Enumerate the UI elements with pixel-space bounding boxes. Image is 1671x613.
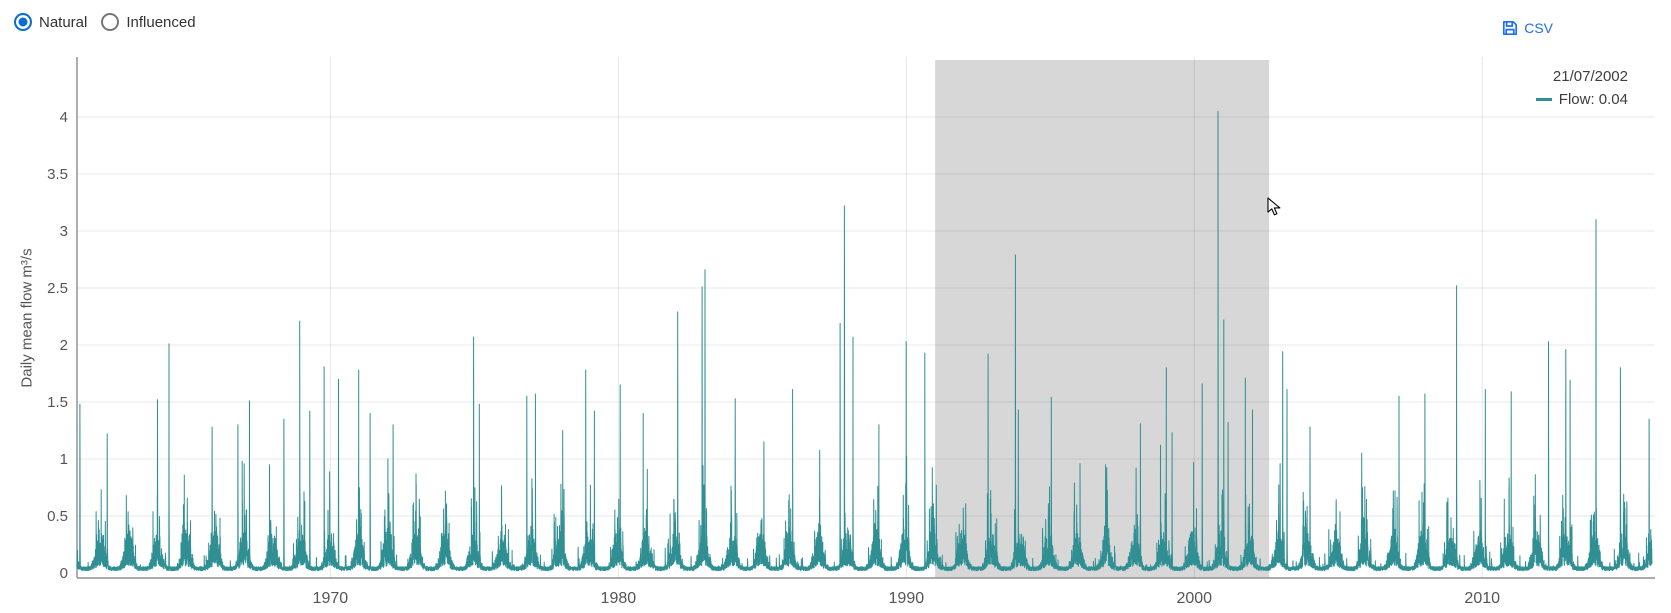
highlight-band: [935, 60, 1270, 578]
radio-influenced-label: Influenced: [126, 13, 196, 31]
x-tick-label: 1980: [601, 590, 637, 607]
x-tick-label: 2010: [1464, 590, 1500, 607]
tooltip-flow-value: Flow: 0.04: [1558, 91, 1628, 108]
radio-unselected-icon: [101, 13, 120, 31]
y-tick-label: 0: [60, 565, 68, 582]
x-tick-label: 1990: [889, 590, 925, 607]
y-tick-label: 3: [60, 223, 68, 240]
y-tick-label: 1: [60, 451, 68, 468]
y-tick-label: 4: [60, 109, 68, 126]
flow-line-series: [76, 110, 1653, 572]
radio-influenced[interactable]: Influenced: [101, 13, 196, 31]
y-tick-label: 3.5: [47, 166, 68, 183]
y-tick-label: 2.5: [47, 280, 68, 297]
x-tick-label: 2000: [1176, 590, 1212, 607]
radio-natural[interactable]: Natural: [14, 13, 87, 31]
y-axis-title: Daily mean flow m³/s: [18, 248, 36, 388]
csv-export-button[interactable]: CSV: [1502, 20, 1553, 36]
x-tick-label: 1970: [313, 590, 349, 607]
y-tick-label: 2: [60, 337, 68, 354]
tooltip-date: 21/07/2002: [1552, 68, 1628, 85]
save-icon: [1502, 20, 1518, 36]
radio-selected-icon: [14, 13, 32, 31]
series-mode-radio-group: Natural Influenced: [14, 13, 196, 31]
csv-button-label: CSV: [1524, 20, 1553, 36]
radio-natural-label: Natural: [39, 13, 88, 31]
series-marker-icon: [1535, 98, 1552, 101]
hover-tooltip: 21/07/2002 Flow: 0.04: [1535, 66, 1628, 110]
y-tick-label: 0.5: [47, 508, 68, 525]
y-tick-label: 1.5: [47, 394, 68, 411]
